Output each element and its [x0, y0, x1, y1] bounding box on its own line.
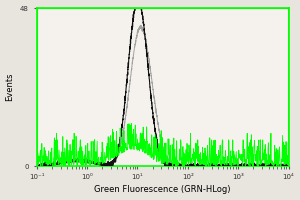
- X-axis label: Green Fluorescence (GRN-HLog): Green Fluorescence (GRN-HLog): [94, 185, 231, 194]
- Y-axis label: Events: Events: [6, 73, 15, 101]
